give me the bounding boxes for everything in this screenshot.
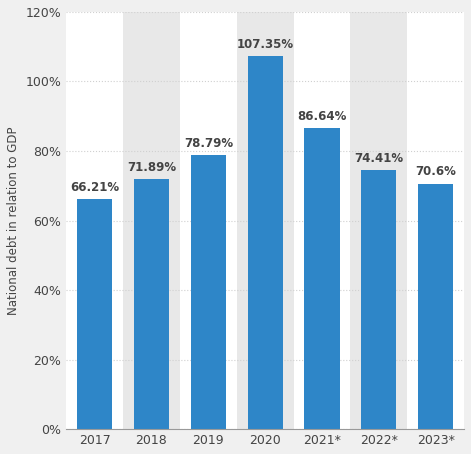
Bar [134,179,169,429]
Bar [418,184,453,429]
Y-axis label: National debt in relation to GDP: National debt in relation to GDP [7,126,20,315]
Bar [407,12,464,429]
Bar [180,12,237,429]
Bar [66,12,123,429]
Bar [123,12,180,429]
Bar [237,12,293,429]
Bar [191,155,226,429]
Text: 74.41%: 74.41% [354,152,403,165]
Bar [350,12,407,429]
Bar [293,12,350,429]
Text: 86.64%: 86.64% [297,110,347,123]
Bar [304,128,340,429]
Text: 70.6%: 70.6% [415,166,456,178]
Text: 66.21%: 66.21% [70,181,119,194]
Text: 71.89%: 71.89% [127,161,176,174]
Text: 78.79%: 78.79% [184,137,233,150]
Bar [77,199,112,429]
Bar [361,170,397,429]
Text: 107.35%: 107.35% [236,38,294,51]
Bar [248,56,283,429]
